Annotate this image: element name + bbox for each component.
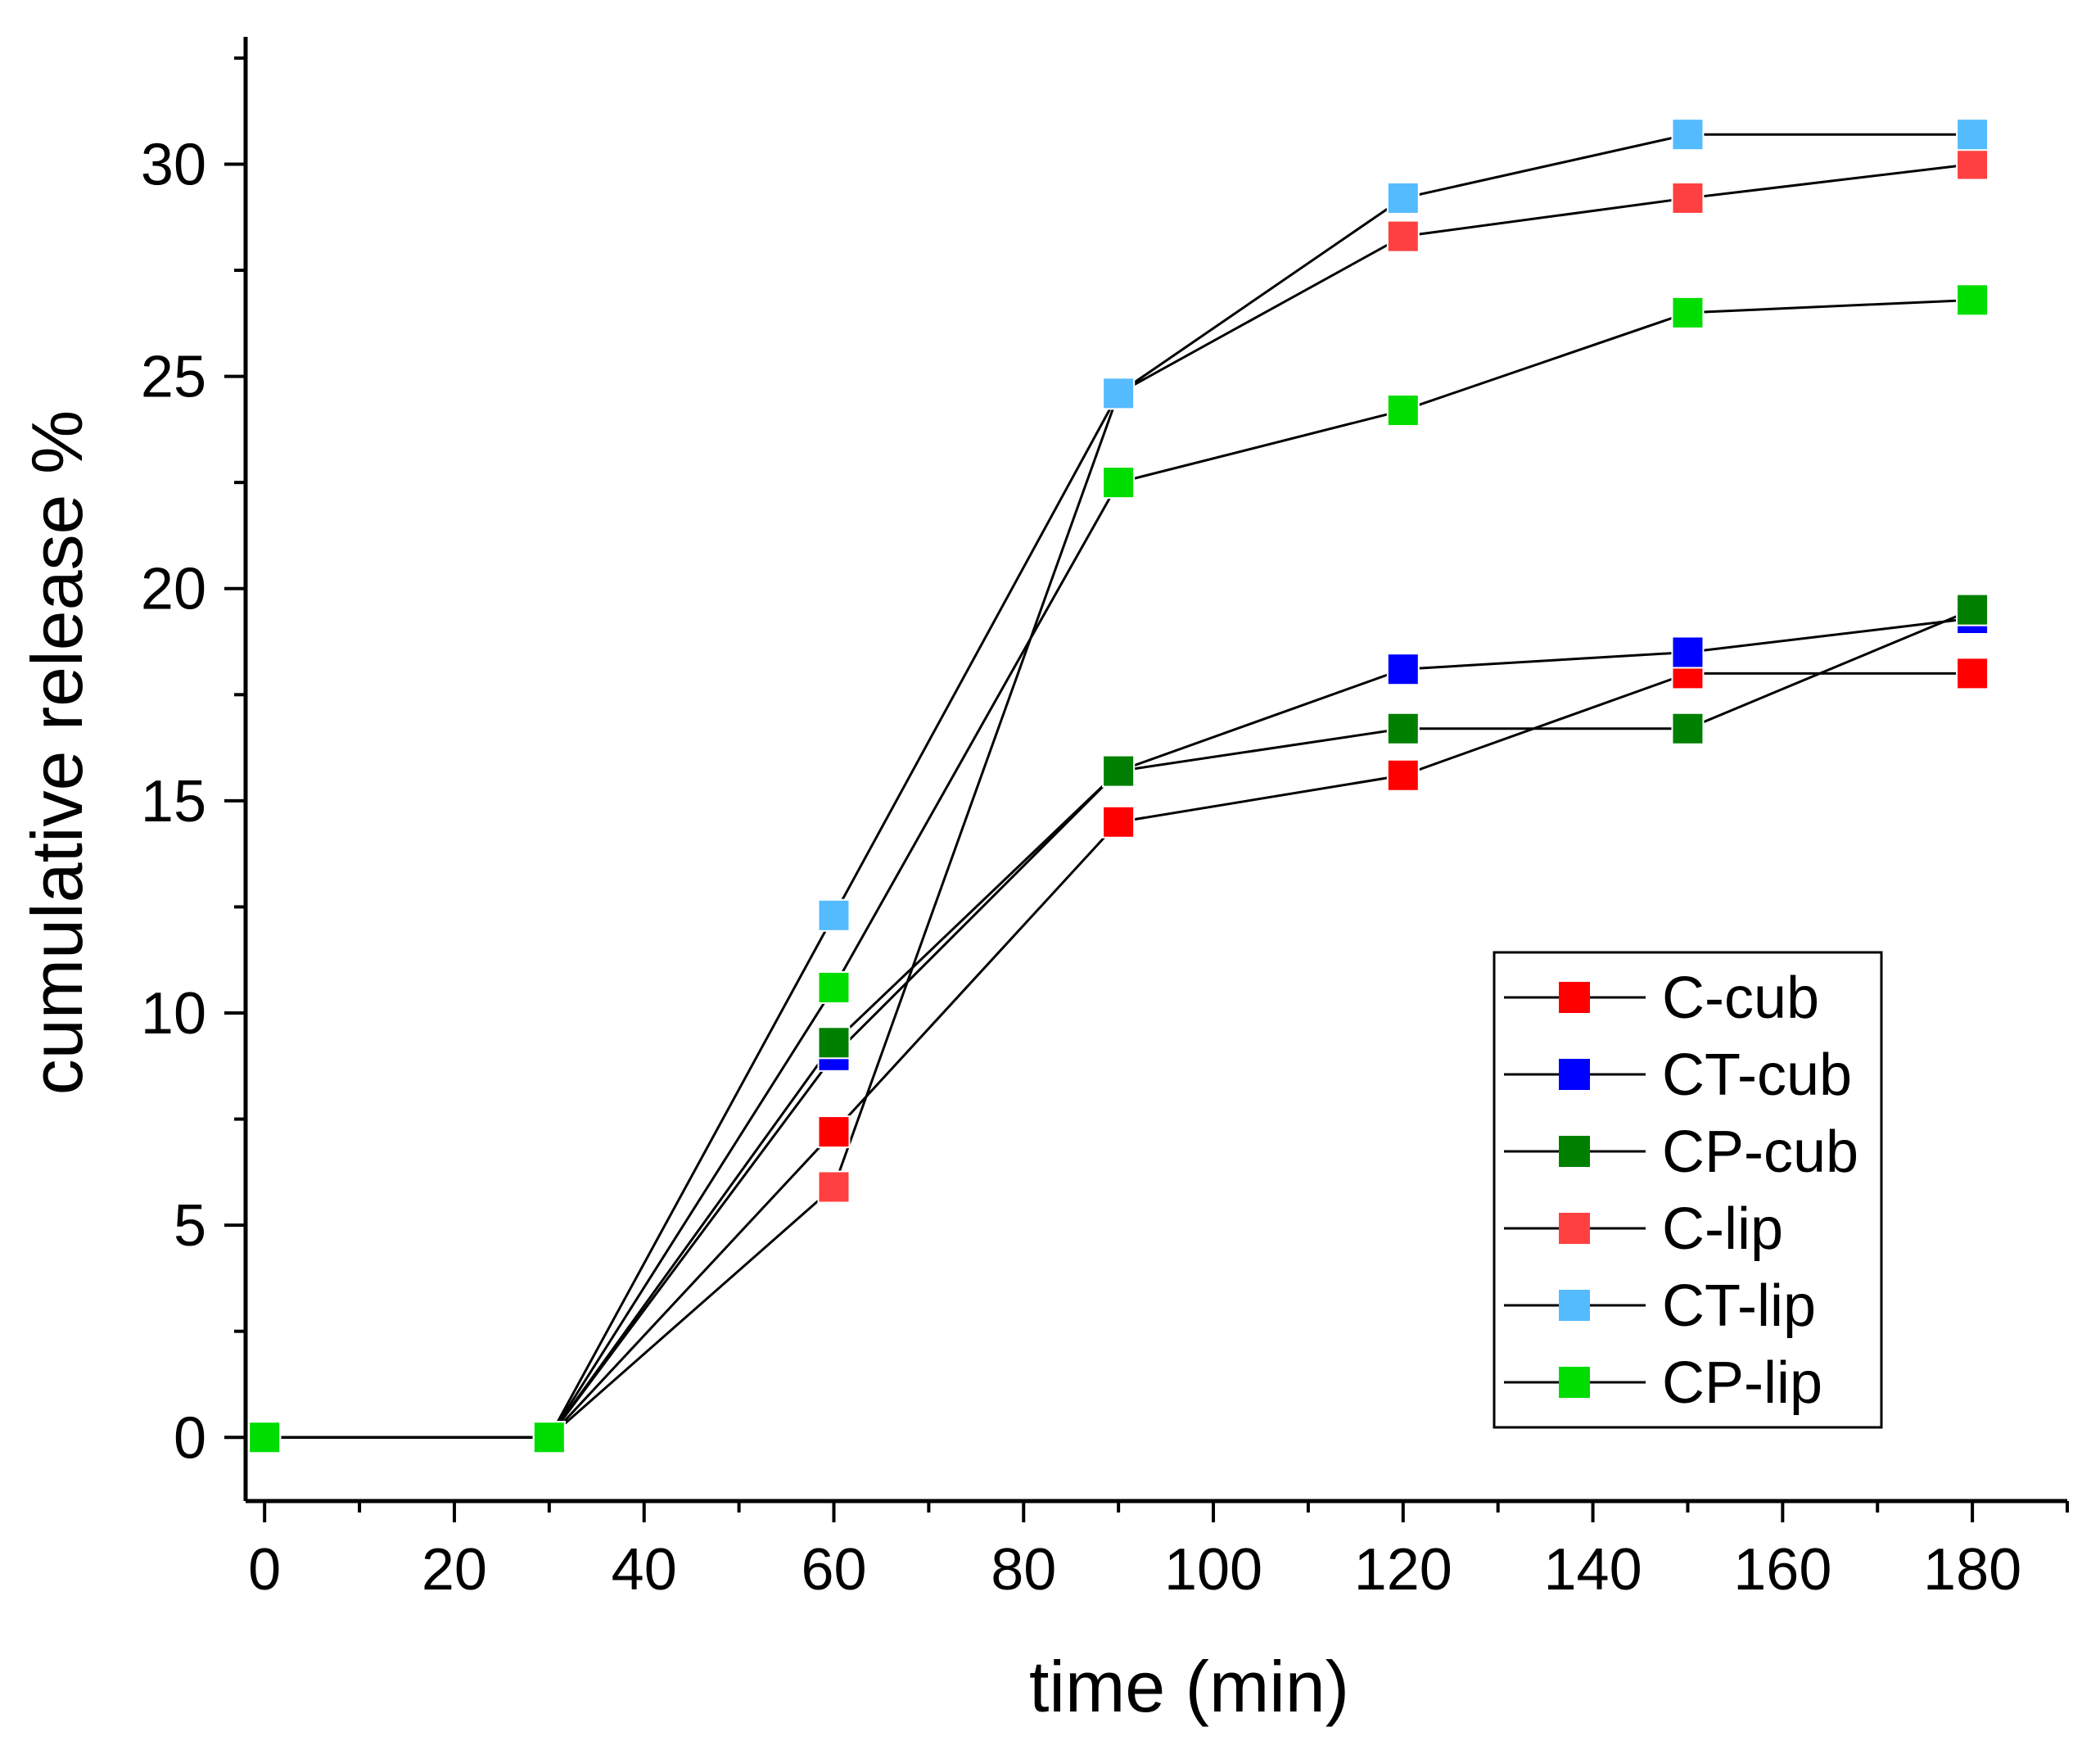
data-point-CP-lip: [532, 1421, 566, 1454]
legend-label: CP-cub: [1662, 1119, 1858, 1185]
legend-label: C-lip: [1662, 1196, 1783, 1262]
x-tick-label: 80: [991, 1537, 1056, 1603]
data-point-CT-lip: [1956, 118, 1989, 151]
legend-label: CT-cub: [1662, 1042, 1852, 1108]
data-point-CT-lip: [817, 898, 851, 932]
y-tick-label: 0: [174, 1405, 206, 1471]
y-axis-title: cumulative release %: [16, 410, 97, 1095]
data-point-C-lip: [1956, 147, 1989, 181]
y-tick-label: 10: [141, 981, 206, 1047]
legend-marker: [1559, 1213, 1590, 1244]
data-point-CP-lip: [817, 970, 851, 1004]
legend-box: [1493, 951, 1883, 1429]
data-point-CP-lip: [1671, 296, 1705, 329]
data-point-C-lip: [1386, 219, 1420, 253]
data-point-C-cub: [1386, 758, 1420, 792]
x-tick-label: 60: [801, 1537, 866, 1603]
legend: C-cub CT-cub CP-cub C-lip CT-lip CP-lip: [1493, 951, 1883, 1429]
legend-marker: [1559, 1059, 1590, 1090]
x-tick-label: 40: [612, 1537, 677, 1603]
legend-label: CP-lip: [1662, 1350, 1822, 1416]
data-point-C-lip: [1671, 181, 1705, 215]
x-tick-label: 0: [248, 1537, 281, 1603]
data-point-CT-lip: [1386, 181, 1420, 215]
data-point-CP-lip: [1102, 466, 1136, 500]
axes: 0 20 40 60 80 100 120 140 160 180 0 5 10 15 20 25 30: [141, 37, 2069, 1603]
y-tick-label: 5: [174, 1193, 206, 1259]
data-point-C-cub: [1102, 805, 1136, 839]
y-tick-label: 25: [141, 345, 206, 410]
data-point-C-cub: [817, 1115, 851, 1149]
legend-marker: [1559, 1367, 1590, 1398]
data-point-CP-cub: [1386, 712, 1420, 745]
data-point-CT-cub: [1671, 635, 1705, 669]
x-tick-label: 100: [1164, 1537, 1262, 1603]
legend-marker: [1559, 1290, 1590, 1321]
x-tick-label: 20: [422, 1537, 487, 1603]
data-point-CP-cub: [817, 1026, 851, 1060]
series-markers: [248, 118, 1989, 1454]
data-point-CP-lip: [1386, 394, 1420, 427]
data-point-CP-lip: [1956, 283, 1989, 317]
legend-label: CT-lip: [1662, 1273, 1816, 1339]
y-tick-label: 20: [141, 557, 206, 622]
legend-label: C-cub: [1662, 965, 1819, 1031]
data-point-CT-lip: [1671, 118, 1705, 151]
data-point-C-cub: [1956, 657, 1989, 690]
x-axis-title: time (min): [1029, 1646, 1349, 1727]
x-tick-label: 180: [1923, 1537, 2021, 1603]
data-point-CP-cub: [1102, 754, 1136, 788]
x-tick-label: 140: [1544, 1537, 1642, 1603]
y-tick-label: 30: [141, 132, 206, 197]
x-tick-label: 120: [1354, 1537, 1452, 1603]
legend-marker: [1559, 1136, 1590, 1167]
data-point-CP-cub: [1671, 712, 1705, 745]
x-tick-label: 160: [1733, 1537, 1831, 1603]
legend-marker: [1559, 982, 1590, 1013]
data-point-C-lip: [817, 1170, 851, 1204]
data-point-CT-lip: [1102, 377, 1136, 410]
y-tick-label: 15: [141, 769, 206, 834]
data-point-CP-lip: [248, 1421, 282, 1454]
data-point-CP-cub: [1956, 593, 1989, 626]
data-point-CT-cub: [1386, 653, 1420, 686]
